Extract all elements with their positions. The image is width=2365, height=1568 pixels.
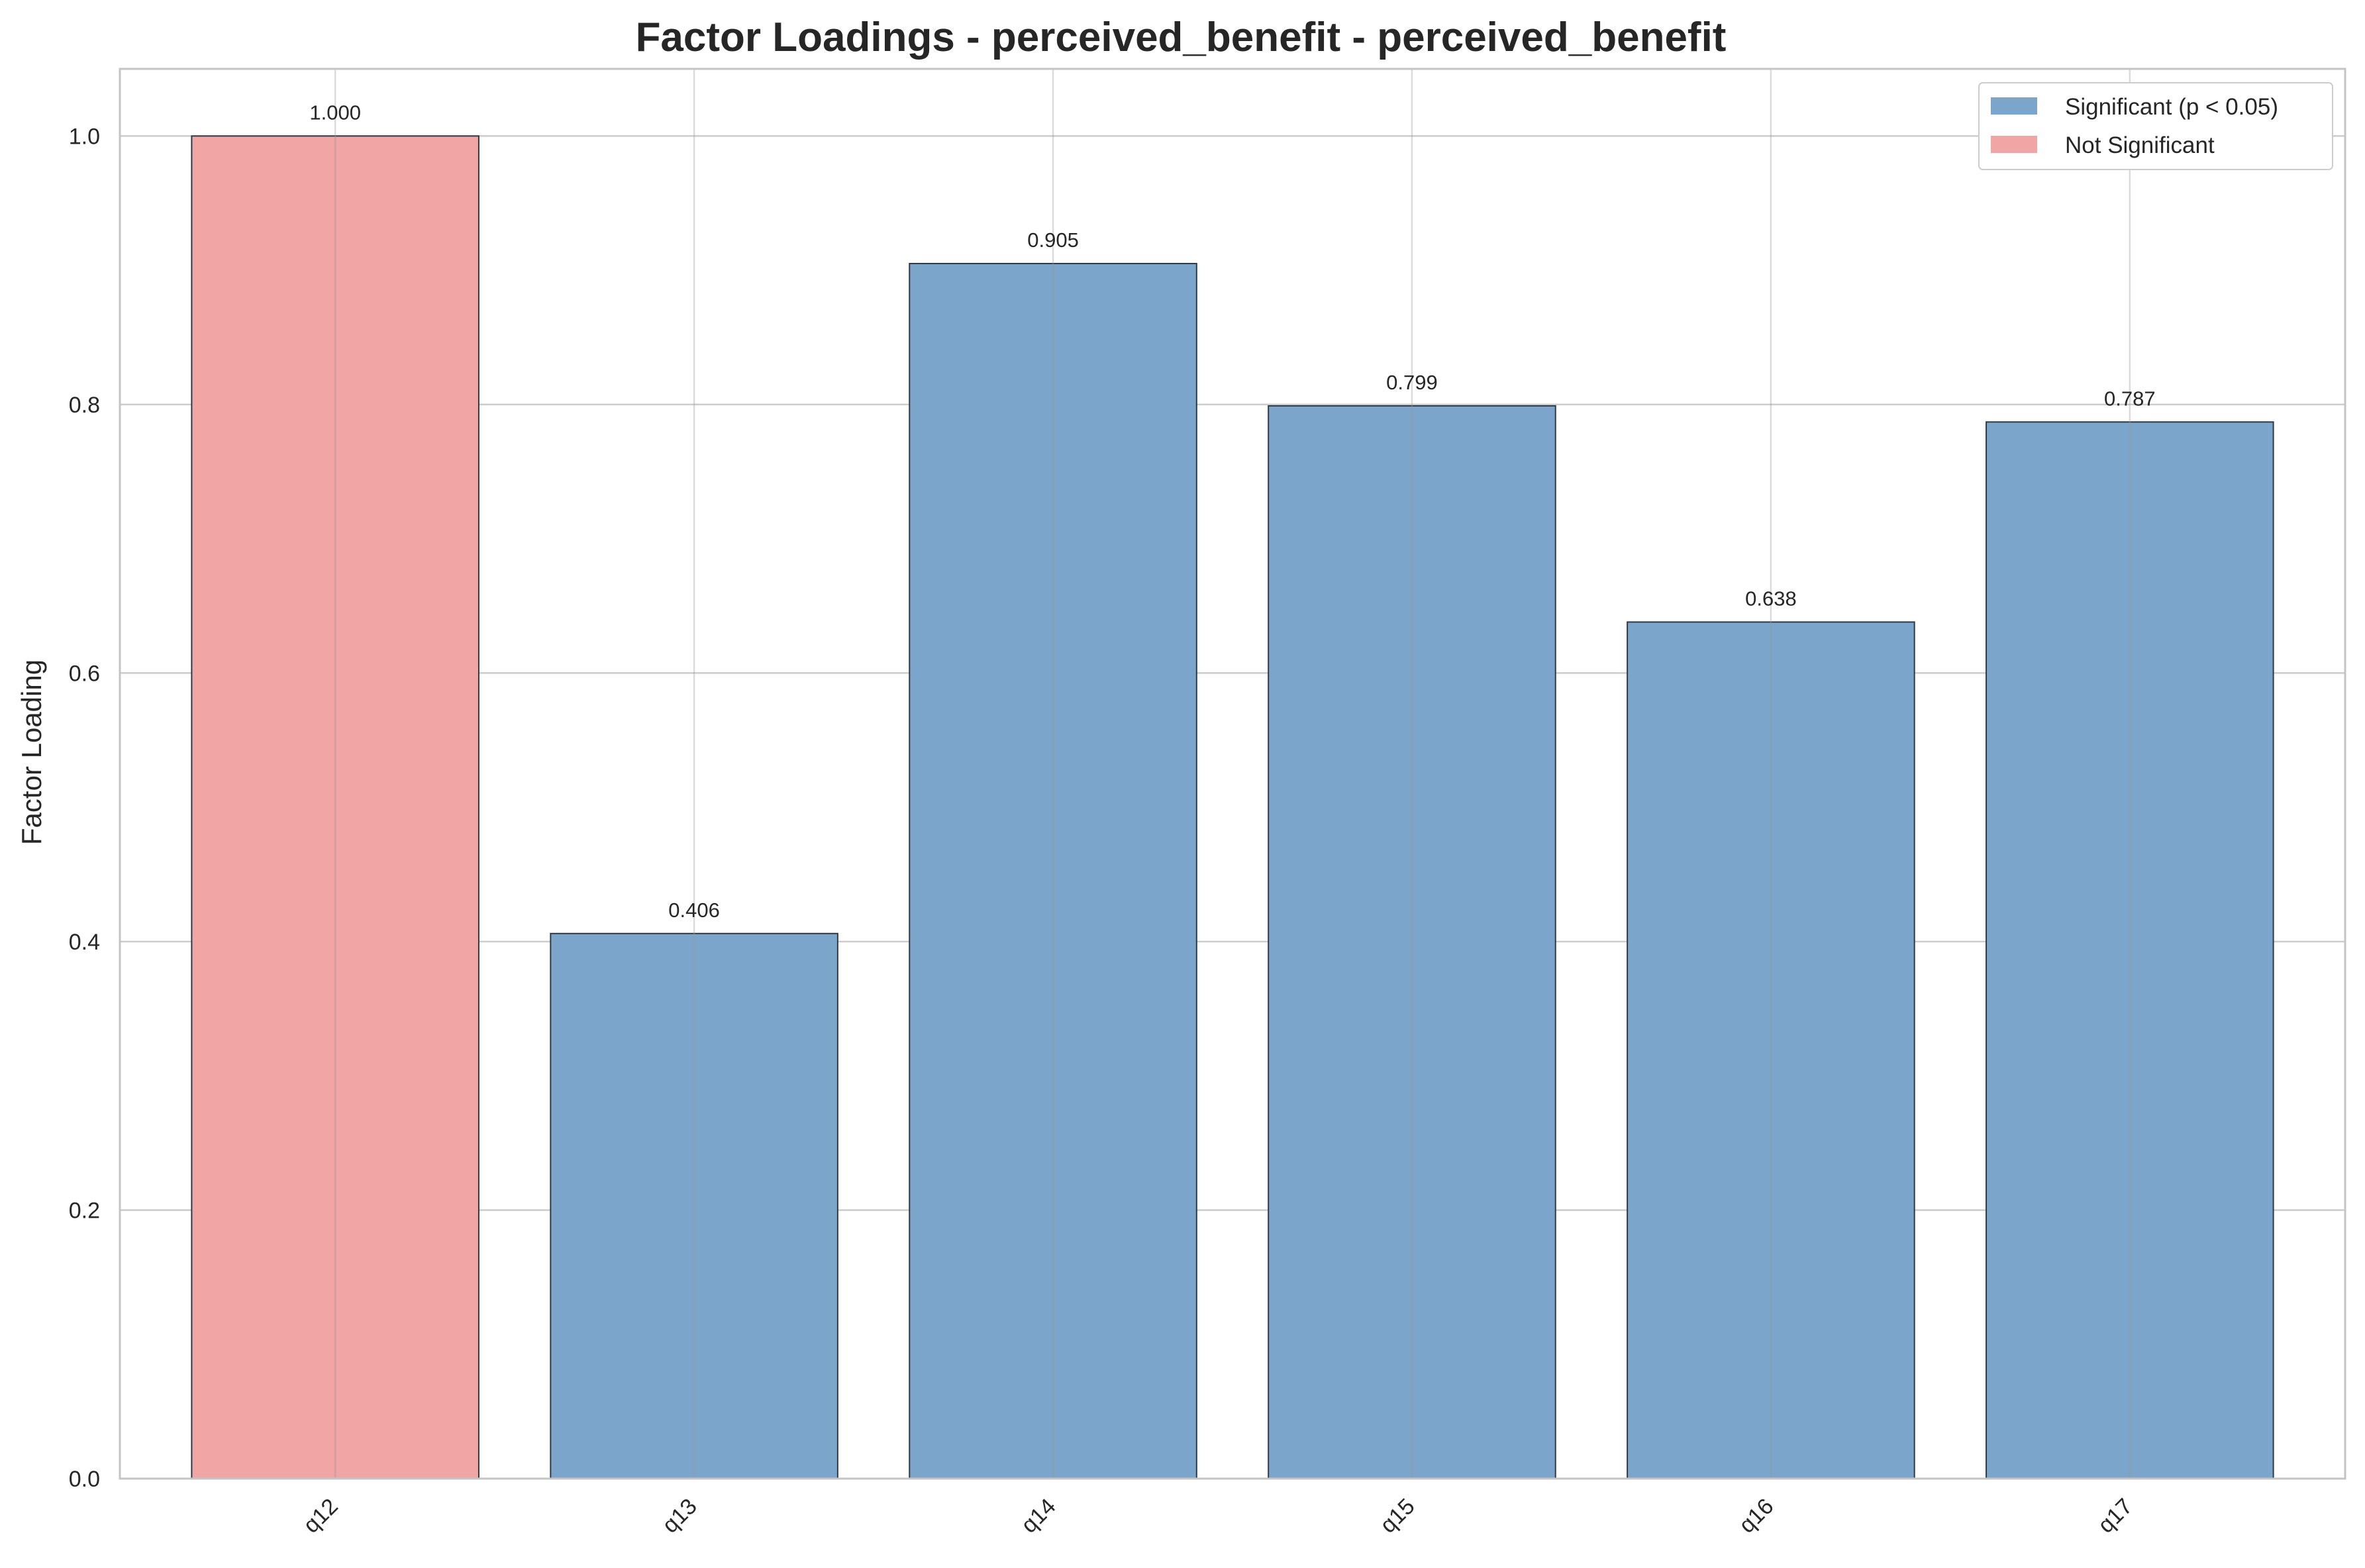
legend-label-not-significant: Not Significant (2065, 132, 2215, 158)
legend-label-significant: Significant (p < 0.05) (2065, 94, 2278, 120)
chart-title: Factor Loadings - perceived_benefit - pe… (636, 15, 1727, 60)
data-label: 0.406 (668, 899, 720, 922)
plot-frame (119, 68, 2346, 1480)
bar-q14 (909, 263, 1197, 1479)
bar-q16 (1627, 621, 1915, 1479)
y-tick-label: 1.0 (69, 124, 100, 149)
legend-swatch-significant (1991, 97, 2037, 115)
x-tick-label: q12 (299, 1494, 343, 1538)
x-tick-label: q17 (2093, 1494, 2138, 1538)
y-tick-label: 0.8 (69, 393, 100, 418)
y-tick-label: 0.6 (69, 661, 100, 686)
vertical-grid (334, 69, 2131, 1479)
data-label: 0.787 (2104, 387, 2156, 410)
bar-q17 (1986, 421, 2274, 1479)
legend: Significant (p < 0.05) Not Significant (1978, 82, 2333, 170)
data-label: 0.638 (1745, 587, 1797, 610)
y-tick-label: 0.2 (69, 1198, 100, 1223)
legend-swatch-not-significant (1991, 136, 2037, 153)
data-label: 0.905 (1027, 228, 1079, 252)
bar-q12 (191, 135, 479, 1479)
bar-q13 (550, 932, 838, 1479)
x-tick-label: q15 (1376, 1494, 1420, 1538)
legend-box (1978, 82, 2333, 170)
data-label: 0.799 (1386, 371, 1438, 394)
x-tick-label: q13 (658, 1494, 702, 1538)
bars (191, 135, 2274, 1479)
data-label: 1.000 (309, 101, 361, 124)
x-tick-label: q14 (1017, 1494, 1061, 1538)
data-labels: 1.000 0.406 0.905 0.799 0.638 0.787 (309, 101, 2155, 921)
bar-q15 (1268, 405, 1556, 1479)
y-axis-label: Factor Loading (16, 660, 47, 845)
y-tick-label: 0.4 (69, 930, 100, 955)
x-tick-label: q16 (1735, 1494, 1779, 1538)
y-tick-label: 0.0 (69, 1467, 100, 1492)
